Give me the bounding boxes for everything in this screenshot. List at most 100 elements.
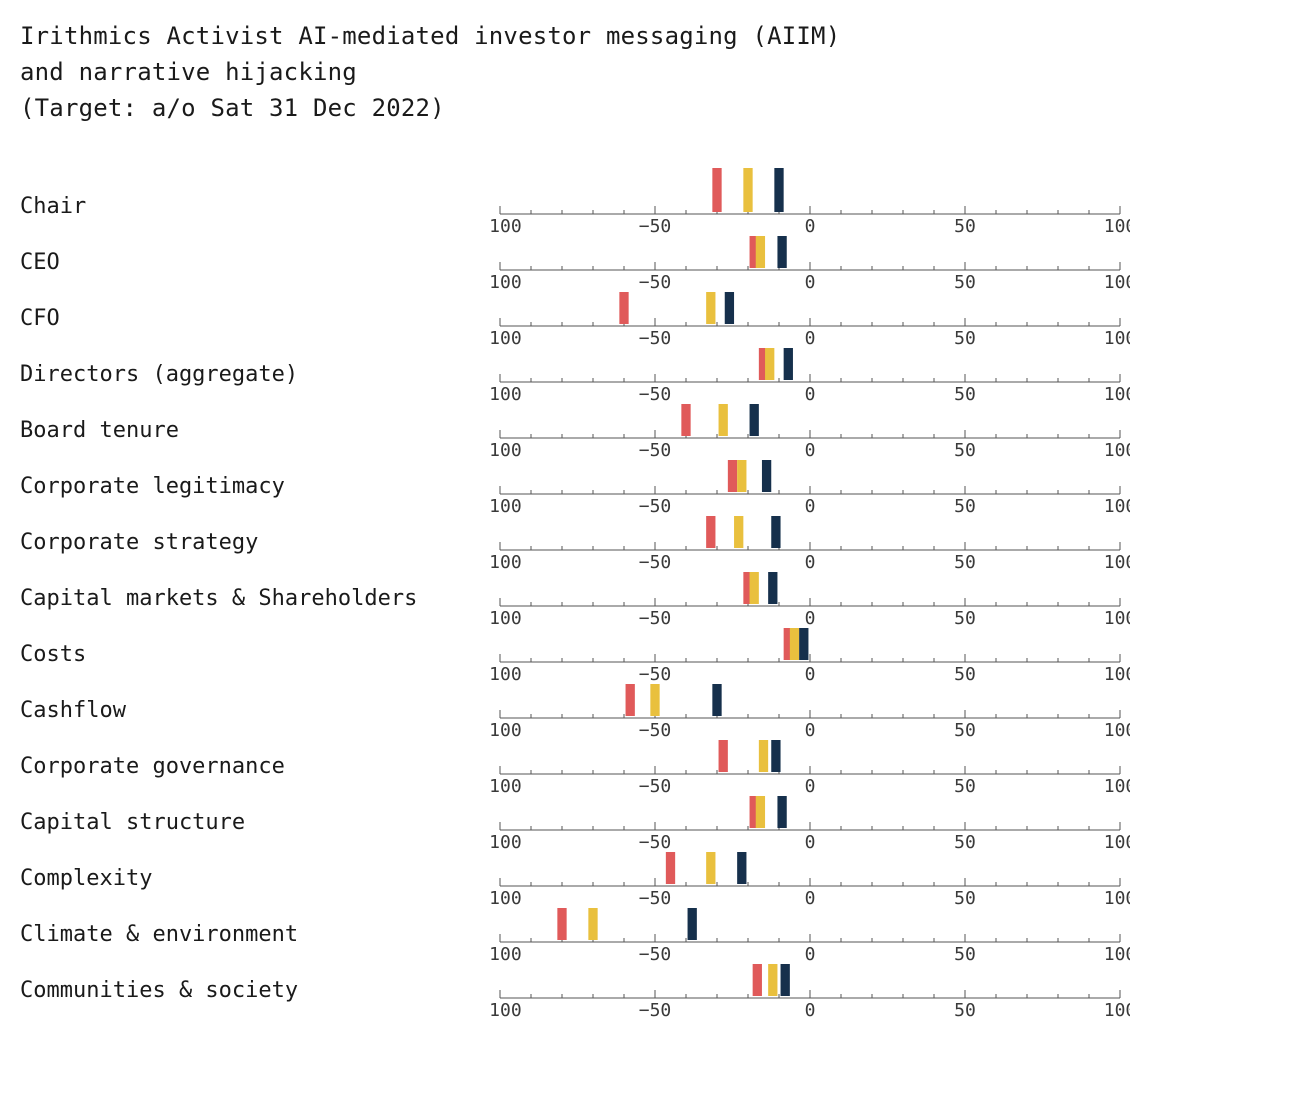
bar-yellow <box>743 168 752 212</box>
bar-navy <box>799 628 808 660</box>
tick-label: −100 <box>490 216 522 236</box>
bar-yellow <box>759 740 768 772</box>
row-label: Corporate governance <box>20 738 490 779</box>
title-line-2: and narrative hijacking <box>20 54 1282 90</box>
chart-row: Board tenure−100−50050100 <box>20 402 1282 458</box>
tick-label: 0 <box>805 1000 816 1020</box>
tick-label: −50 <box>639 664 672 684</box>
bar-yellow <box>790 628 799 660</box>
tick-label: −100 <box>490 776 522 796</box>
tick-label: 50 <box>954 552 976 572</box>
tick-label: 100 <box>1104 1000 1130 1020</box>
tick-label: −50 <box>639 216 672 236</box>
tick-label: −50 <box>639 888 672 908</box>
axis-svg: −100−50050100 <box>490 234 1130 292</box>
tick-label: 50 <box>954 496 976 516</box>
row-axis: −100−50050100 <box>490 514 1282 576</box>
row-label: Cashflow <box>20 682 490 723</box>
bar-navy <box>762 460 771 492</box>
tick-label: −50 <box>639 944 672 964</box>
tick-label: −50 <box>639 608 672 628</box>
bar-navy <box>688 908 697 940</box>
row-axis: −100−50050100 <box>490 962 1282 1024</box>
axis-svg: −100−50050100 <box>490 166 1130 236</box>
tick-label: −50 <box>639 832 672 852</box>
tick-label: −50 <box>639 496 672 516</box>
axis-svg: −100−50050100 <box>490 346 1130 404</box>
chart-row: Chair−100−50050100 <box>20 166 1282 234</box>
chart-row: Capital structure−100−50050100 <box>20 794 1282 850</box>
row-label: Costs <box>20 626 490 667</box>
bar-navy <box>784 348 793 380</box>
row-axis: −100 −50 0 50 100 <box>490 850 1282 912</box>
tick-label: 100 <box>1104 664 1130 684</box>
tick-label: 50 <box>954 720 976 740</box>
axis-svg: −100−50050100 <box>490 906 1130 964</box>
tick-label: 0 <box>805 328 816 348</box>
bar-red <box>557 908 566 940</box>
row-label: Communities & society <box>20 962 490 1003</box>
bar-red <box>706 516 715 548</box>
bar-red <box>728 460 737 492</box>
tick-label: −100 <box>490 832 522 852</box>
tick-label: −100 <box>490 664 522 684</box>
bar-red <box>666 852 675 884</box>
bar-navy <box>725 292 734 324</box>
tick-label: −100 <box>490 608 522 628</box>
axis-svg: −100−50050100 <box>490 682 1130 740</box>
bar-red <box>626 684 635 716</box>
row-label: Board tenure <box>20 402 490 443</box>
chart-row: CFO−100−50050100 <box>20 290 1282 346</box>
tick-label: 0 <box>805 272 816 292</box>
tick-label: −100 <box>490 1000 522 1020</box>
bar-navy <box>774 168 783 212</box>
title-line-3: (Target: a/o Sat 31 Dec 2022) <box>20 90 1282 126</box>
tick-label: 100 <box>1104 944 1130 964</box>
tick-label: −100 <box>490 720 522 740</box>
tick-label: 0 <box>805 664 816 684</box>
tick-label: −100 <box>490 944 522 964</box>
tick-label: 0 <box>805 384 816 404</box>
tick-label: 0 <box>805 944 816 964</box>
bar-yellow <box>756 236 765 268</box>
tick-label: 100 <box>1104 888 1130 908</box>
tick-label: 50 <box>954 440 976 460</box>
tick-label: 100 <box>1104 384 1130 404</box>
chart-row: Corporate strategy−100−50050100 <box>20 514 1282 570</box>
row-label: CFO <box>20 290 490 331</box>
bar-navy <box>771 516 780 548</box>
row-axis: −100−50050100 <box>490 346 1282 408</box>
tick-label: 50 <box>954 608 976 628</box>
tick-label: 50 <box>954 888 976 908</box>
tick-label: −50 <box>639 552 672 572</box>
row-axis: −100−50050100 <box>490 626 1282 688</box>
tick-label: 0 <box>805 440 816 460</box>
bar-navy <box>777 236 786 268</box>
tick-label: 0 <box>805 608 816 628</box>
bar-red <box>619 292 628 324</box>
bar-navy <box>768 572 777 604</box>
chart-row: Corporate governance−100−50050100 <box>20 738 1282 794</box>
row-axis: −100−50050100 <box>490 458 1282 520</box>
tick-label: −100 <box>490 888 522 908</box>
bar-navy <box>737 852 746 884</box>
tick-label: 100 <box>1104 552 1130 572</box>
row-axis: −100−50050100 <box>490 906 1282 968</box>
tick-label: 100 <box>1104 496 1130 516</box>
tick-label: 50 <box>954 272 976 292</box>
tick-label: 50 <box>954 384 976 404</box>
bar-yellow <box>750 572 759 604</box>
bar-yellow <box>650 684 659 716</box>
tick-label: −50 <box>639 328 672 348</box>
row-label: Capital structure <box>20 794 490 835</box>
chart-row: Climate & environment−100−50050100 <box>20 906 1282 962</box>
tick-label: 0 <box>805 888 816 908</box>
tick-label: −50 <box>639 1000 672 1020</box>
chart-row: CEO−100−50050100 <box>20 234 1282 290</box>
tick-label: 100 <box>1104 608 1130 628</box>
chart-row: Complexity−100−50050100 <box>20 850 1282 906</box>
axis-svg: −100−50050100 <box>490 402 1130 460</box>
row-axis: −100 −50 0 50 100 <box>490 570 1282 632</box>
tick-label: 0 <box>805 552 816 572</box>
tick-label: −50 <box>639 384 672 404</box>
